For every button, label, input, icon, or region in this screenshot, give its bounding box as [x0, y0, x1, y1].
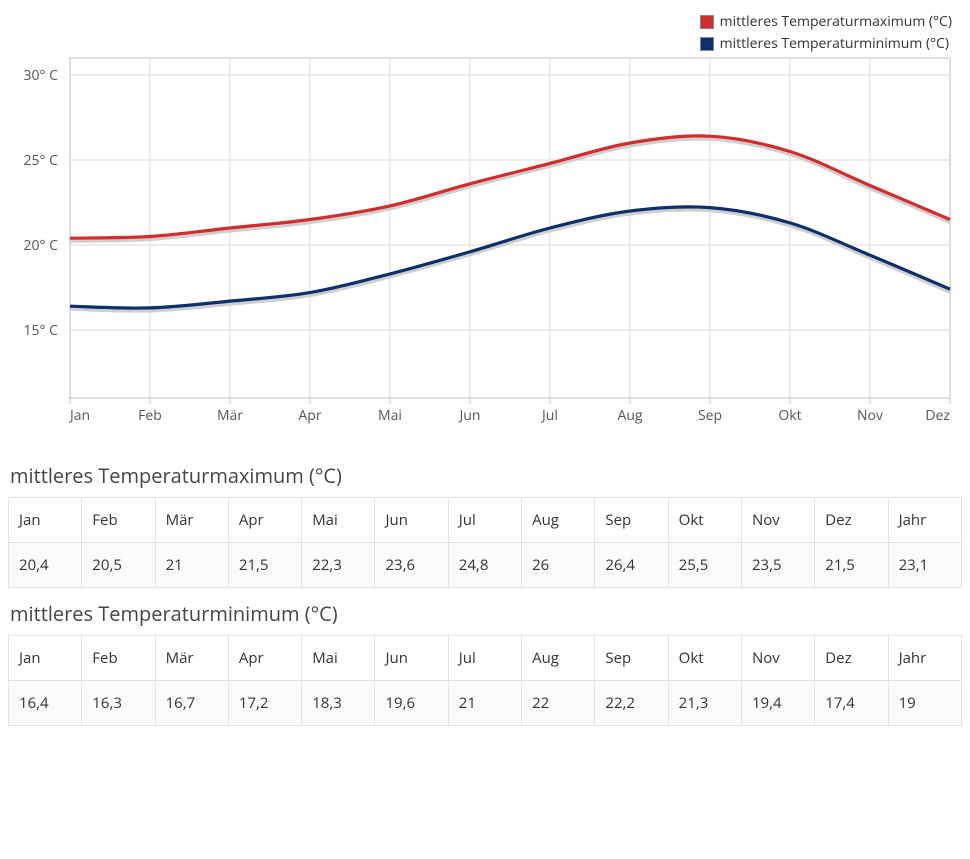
table-header-cell: Mär: [155, 498, 228, 543]
table-title: mittleres Temperaturminimum (°C): [10, 600, 960, 627]
table-row: 16,416,316,717,218,319,6212222,221,319,4…: [9, 681, 962, 726]
x-tick-label: Dez: [925, 406, 950, 425]
x-tick-label: Jan: [68, 406, 90, 425]
table-header-cell: Mai: [302, 498, 375, 543]
table-cell: 16,4: [9, 681, 82, 726]
table-cell: 26: [522, 543, 595, 588]
table-header-cell: Feb: [82, 498, 155, 543]
table-cell: 16,3: [82, 681, 155, 726]
table-cell: 20,5: [82, 543, 155, 588]
table-cell: 22: [522, 681, 595, 726]
table-header-cell: Aug: [522, 498, 595, 543]
table-header-row: JanFebMärAprMaiJunJulAugSepOktNovDezJahr: [9, 498, 962, 543]
x-tick-label: Sep: [698, 406, 722, 425]
table-cell: 23,1: [888, 543, 961, 588]
y-tick-label: 15° C: [24, 321, 59, 340]
table-header-cell: Jan: [9, 636, 82, 681]
table-header-cell: Dez: [815, 498, 888, 543]
table-header-cell: Jul: [448, 636, 521, 681]
table-header-row: JanFebMärAprMaiJunJulAugSepOktNovDezJahr: [9, 636, 962, 681]
table-cell: 16,7: [155, 681, 228, 726]
table-cell: 19,6: [375, 681, 448, 726]
chart-legend: mittleres Temperaturmaximum (°C) mittlere…: [700, 12, 952, 53]
table-header-cell: Okt: [668, 636, 741, 681]
table-cell: 20,4: [9, 543, 82, 588]
table-header-cell: Nov: [741, 636, 814, 681]
table-cell: 23,6: [375, 543, 448, 588]
table-cell: 22,2: [595, 681, 668, 726]
table-cell: 18,3: [302, 681, 375, 726]
table-header-cell: Jul: [448, 498, 521, 543]
x-tick-label: Nov: [857, 406, 883, 425]
table-header-cell: Jahr: [888, 636, 961, 681]
table-cell: 24,8: [448, 543, 521, 588]
table-header-cell: Jun: [375, 498, 448, 543]
legend-label: mittleres Temperaturmaximum (°C): [720, 12, 952, 31]
x-tick-label: Okt: [778, 406, 801, 425]
table-header-cell: Apr: [228, 636, 301, 681]
table-cell: 25,5: [668, 543, 741, 588]
table-header-cell: Apr: [228, 498, 301, 543]
table-cell: 21,5: [815, 543, 888, 588]
table-header-cell: Jahr: [888, 498, 961, 543]
table-header-cell: Aug: [522, 636, 595, 681]
data-table: JanFebMärAprMaiJunJulAugSepOktNovDezJahr…: [8, 497, 962, 588]
table-cell: 26,4: [595, 543, 668, 588]
table-header-cell: Nov: [741, 498, 814, 543]
table-cell: 21: [155, 543, 228, 588]
table-header-cell: Mai: [302, 636, 375, 681]
table-header-cell: Sep: [595, 636, 668, 681]
table-cell: 21: [448, 681, 521, 726]
table-cell: 21,3: [668, 681, 741, 726]
x-tick-label: Aug: [617, 406, 642, 425]
table-cell: 23,5: [741, 543, 814, 588]
data-table: JanFebMärAprMaiJunJulAugSepOktNovDezJahr…: [8, 635, 962, 726]
table-header-cell: Dez: [815, 636, 888, 681]
x-tick-label: Mai: [378, 406, 402, 425]
x-tick-label: Mär: [217, 406, 243, 425]
x-tick-label: Jul: [540, 406, 558, 425]
table-title: mittleres Temperaturmaximum (°C): [10, 462, 960, 489]
table-header-cell: Okt: [668, 498, 741, 543]
chart-canvas: 15° C 20° C 25° C 30° C Jan Feb Mär Apr Mai Jun Ju…: [8, 8, 962, 448]
legend-swatch: [700, 37, 714, 51]
legend-swatch: [700, 15, 714, 29]
series-line-min: [70, 207, 950, 308]
legend-item: mittleres Temperaturminimum (°C): [700, 34, 952, 53]
x-tick-label: Jun: [458, 406, 481, 425]
y-tick-label: 30° C: [24, 66, 59, 85]
table-cell: 22,3: [302, 543, 375, 588]
table-cell: 19: [888, 681, 961, 726]
table-cell: 17,2: [228, 681, 301, 726]
table-header-cell: Feb: [82, 636, 155, 681]
table-cell: 17,4: [815, 681, 888, 726]
table-header-cell: Jan: [9, 498, 82, 543]
series-shadow-min: [70, 210, 950, 311]
temperature-chart: mittleres Temperaturmaximum (°C) mittlere…: [8, 8, 962, 448]
table-header-cell: Jun: [375, 636, 448, 681]
table-cell: 21,5: [228, 543, 301, 588]
y-tick-label: 20° C: [24, 236, 59, 255]
y-tick-label: 25° C: [24, 151, 59, 170]
series-shadow-max: [70, 139, 950, 241]
table-header-cell: Mär: [155, 636, 228, 681]
table-header-cell: Sep: [595, 498, 668, 543]
x-tick-label: Feb: [138, 406, 162, 425]
legend-label: mittleres Temperaturminimum (°C): [720, 34, 949, 53]
x-tick-label: Apr: [298, 406, 321, 425]
series-line-max: [70, 136, 950, 238]
table-row: 20,420,52121,522,323,624,82626,425,523,5…: [9, 543, 962, 588]
legend-item: mittleres Temperaturmaximum (°C): [700, 12, 952, 31]
table-cell: 19,4: [741, 681, 814, 726]
